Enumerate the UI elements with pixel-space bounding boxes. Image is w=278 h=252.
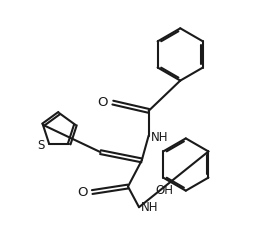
Text: NH: NH bbox=[151, 131, 168, 143]
Text: NH: NH bbox=[141, 201, 159, 214]
Text: O: O bbox=[77, 185, 87, 199]
Text: O: O bbox=[97, 96, 108, 109]
Text: OH: OH bbox=[155, 184, 173, 198]
Text: S: S bbox=[38, 139, 45, 152]
